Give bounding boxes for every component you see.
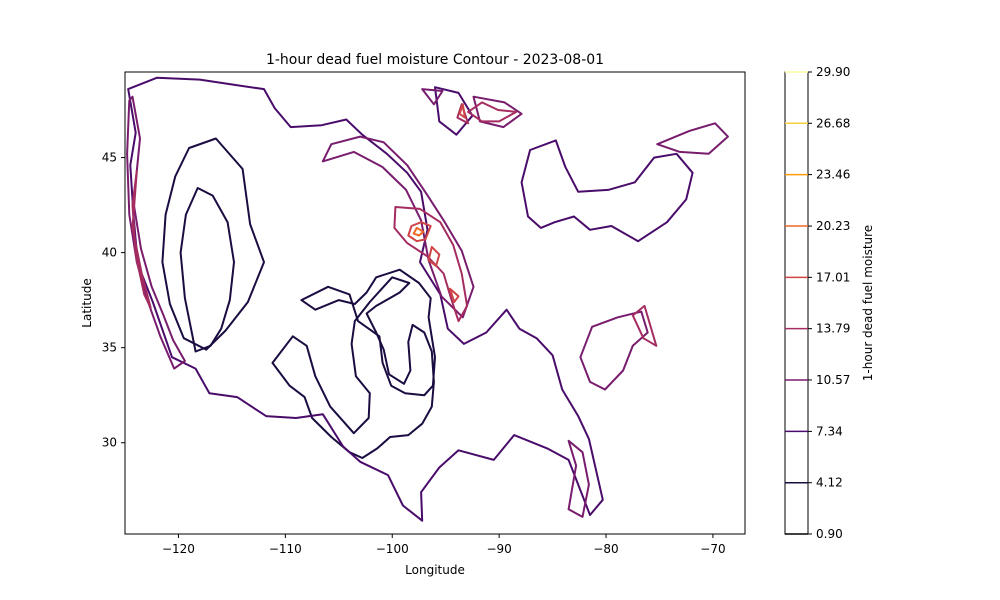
contour-line-level-2-4 [421,88,444,106]
colorbar-tick-label: 29.90 [816,65,850,79]
x-tick-label: −120 [162,542,195,556]
contour-line-level-2-3 [472,95,523,129]
colorbar-ticks: 0.90 4.12 7.34 10.57 13.79 17.01 20.23 23.46 26.… [785,65,850,541]
plot-area [124,71,746,535]
colorbar-tick-label: 10.57 [816,373,850,387]
colorbar-box [784,71,809,535]
colorbar-tick-label: 7.34 [816,424,843,438]
contour-line-level-0-2 [161,137,265,351]
colorbar-tick-label: 20.23 [816,219,850,233]
y-tick-label: 35 [102,341,117,355]
contour-line-level-2-0 [321,135,475,319]
x-tick-label: −70 [700,542,725,556]
colorbar-label: 1-hour dead fuel moisture [861,225,875,381]
contour-line-level-3-4 [631,304,658,347]
contour-line-level-3-1 [467,101,518,123]
contour-line-level-3-0 [393,206,469,323]
contour-line-level-4-3 [449,287,460,303]
colorbar-tick-label: 23.46 [816,168,850,182]
x-axis-label: Longitude [405,563,465,577]
chart-title: 1-hour dead fuel moisture Contour - 2023… [266,52,604,68]
colorbar-tick-label: 17.01 [816,270,850,284]
contour-line-level-0-0 [300,268,436,397]
contour-line-level-1-0 [127,76,604,522]
x-tick-label: −110 [269,542,302,556]
y-axis: 30 35 40 45 [102,151,125,450]
contour-line-level-2-1 [126,95,186,370]
y-tick-label: 40 [102,246,117,260]
contour-line-level-4-0 [407,221,432,243]
contour-line-level-2-5 [567,439,590,518]
contour-line-level-4-2 [458,103,466,119]
x-tick-label: −80 [593,542,618,556]
colorbar-tick-label: 26.68 [816,116,850,130]
colorbar-tick-label: 13.79 [816,322,850,336]
contour-line-level-0-1 [271,276,435,459]
y-axis-label: Latitude [80,278,94,327]
contour-line-level-1-1 [520,139,694,243]
colorbar-tick-label: 4.12 [816,476,843,490]
x-axis: −120 −110 −100 −90 −80 −70 [162,534,726,556]
contour-lines [126,76,729,522]
contour-line-level-2-6 [656,122,729,155]
contour-line-level-5-0 [412,226,425,237]
colorbar-tick-label: 0.90 [816,527,843,541]
contour-line-level-4-1 [427,245,441,267]
contour-line-level-1-2 [434,86,474,136]
x-tick-label: −100 [376,542,409,556]
contour-line-level-0-3 [179,187,235,353]
y-tick-label: 30 [102,436,117,450]
contour-line-level-3-3 [131,169,152,309]
contour-line-level-2-2 [579,310,649,391]
colorbar: 0.90 4.12 7.34 10.57 13.79 17.01 20.23 23.46 26.… [784,65,875,541]
x-tick-label: −90 [486,542,511,556]
y-tick-label: 45 [102,151,117,165]
